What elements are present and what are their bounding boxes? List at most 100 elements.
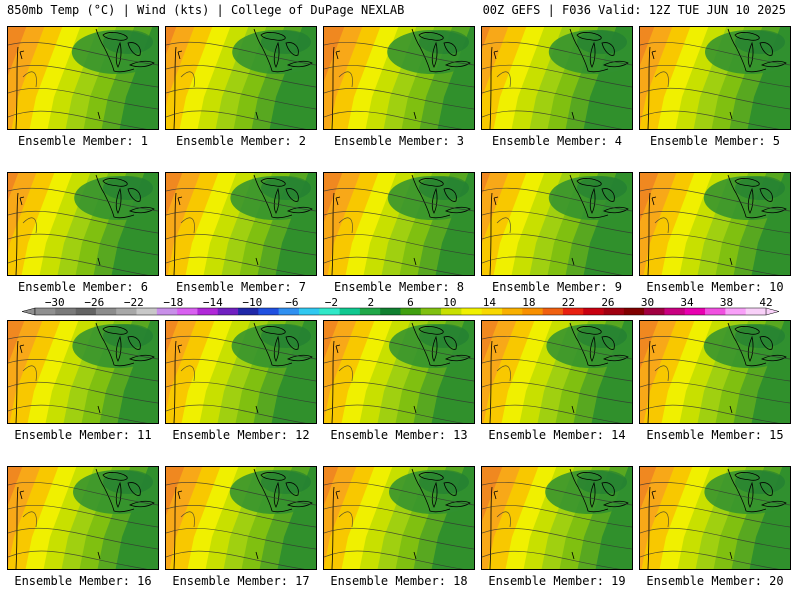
wind-barbs: [177, 50, 259, 120]
colorbar-swatch: [75, 308, 97, 315]
colorbar-swatch: [603, 308, 625, 315]
great-lakes-outline: [173, 468, 313, 569]
temperature-map: [166, 173, 316, 275]
ensemble-member-map: [639, 320, 791, 424]
ensemble-member-map: [639, 466, 791, 570]
colorbar-swatch: [664, 308, 686, 315]
wind-barbs: [19, 196, 101, 266]
height-contours: [324, 42, 474, 129]
ensemble-member-label: Ensemble Member: 10: [646, 280, 784, 294]
colorbar-tick-label: 6: [407, 296, 414, 309]
colorbar-swatch: [481, 308, 503, 315]
colorbar-swatch: [238, 308, 259, 315]
height-contours: [166, 482, 316, 569]
colorbar-tick-label: 18: [522, 296, 535, 309]
height-contours: [640, 188, 790, 275]
colorbar-swatch: [684, 308, 706, 315]
temperature-map: [324, 321, 474, 423]
ensemble-member-map: [7, 26, 159, 130]
great-lakes-outline: [15, 322, 155, 423]
temperature-colorbar: −30 −26 −22 −18 −14 −10 −6 −2 2 6 10 14 18 22 26 30 34 38…: [21, 296, 780, 316]
colorbar-swatch: [339, 308, 361, 315]
colorbar-tick-label: −22: [124, 296, 144, 309]
great-lakes-outline: [15, 174, 155, 275]
colorbar-swatch: [583, 308, 604, 315]
temperature-map: [166, 467, 316, 569]
colorbar-swatch: [116, 308, 137, 315]
ensemble-member-label: Ensemble Member: 7: [175, 280, 307, 294]
temperature-map: [640, 173, 790, 275]
ensemble-member-label: Ensemble Member: 18: [330, 574, 468, 588]
wind-barbs: [493, 50, 575, 120]
height-contours: [640, 482, 790, 569]
ensemble-member-map: [7, 172, 159, 276]
height-contours: [324, 336, 474, 423]
wind-barbs: [493, 490, 575, 560]
colorbar-tick-label: −18: [163, 296, 183, 309]
height-contours: [482, 482, 632, 569]
ensemble-member-map: [481, 320, 633, 424]
colorbar-swatch: [725, 308, 746, 315]
wind-barbs: [335, 490, 417, 560]
colorbar-swatch: [156, 308, 178, 315]
colorbar-swatch: [400, 308, 422, 315]
ensemble-member-label: Ensemble Member: 5: [649, 134, 781, 148]
great-lakes-outline: [15, 468, 155, 569]
height-contours: [8, 187, 158, 275]
great-lakes-outline: [331, 468, 471, 569]
colorbar-swatch: [705, 308, 726, 315]
colorbar-tick-label: −10: [242, 296, 262, 309]
colorbar-swatch: [644, 308, 665, 315]
header-title: 850mb Temp (°C) | Wind (kts) | College o…: [7, 3, 405, 17]
colorbar-swatch: [522, 308, 543, 315]
great-lakes-outline: [489, 174, 629, 275]
ensemble-member-map: [165, 320, 317, 424]
temperature-map: [482, 321, 632, 423]
colorbar-swatch: [177, 308, 198, 315]
great-lakes-outline: [647, 174, 787, 275]
ensemble-member-label: Ensemble Member: 19: [488, 574, 626, 588]
height-contours: [166, 41, 316, 129]
colorbar-swatch: [623, 308, 645, 315]
wind-barbs: [19, 50, 101, 120]
temperature-map: [324, 27, 474, 129]
great-lakes-outline: [331, 322, 471, 423]
colorbar-swatch: [745, 308, 767, 315]
ensemble-member-map: [165, 172, 317, 276]
header-valid-time: 00Z GEFS | F036 Valid: 12Z TUE JUN 10 20…: [482, 3, 786, 17]
colorbar-swatch: [35, 308, 56, 315]
wind-barbs: [651, 196, 733, 266]
temperature-map: [482, 467, 632, 569]
ensemble-member-label: Ensemble Member: 3: [333, 134, 465, 148]
colorbar-tick-label: 14: [483, 296, 497, 309]
height-contours: [482, 336, 632, 423]
colorbar-tick-label: 38: [720, 296, 733, 309]
wind-barbs: [177, 196, 259, 266]
temperature-map: [166, 27, 316, 129]
colorbar-tick-label: −26: [84, 296, 104, 309]
colorbar-tick-label: 2: [368, 296, 375, 309]
great-lakes-outline: [647, 322, 787, 423]
ensemble-member-map: [323, 172, 475, 276]
great-lakes-outline: [331, 174, 471, 275]
great-lakes-outline: [489, 468, 629, 569]
colorbar-swatch: [258, 308, 279, 315]
ensemble-member-label: Ensemble Member: 9: [491, 280, 623, 294]
temperature-map: [482, 173, 632, 275]
ensemble-member-map: [165, 26, 317, 130]
great-lakes-outline: [647, 468, 787, 569]
colorbar-tick-label: −6: [285, 296, 298, 309]
ensemble-member-map: [323, 320, 475, 424]
temperature-map: [640, 321, 790, 423]
great-lakes-outline: [173, 322, 313, 423]
colorbar-tick-label: −14: [203, 296, 223, 309]
colorbar-swatch: [278, 308, 300, 315]
colorbar-min-arrow: [21, 307, 36, 316]
ensemble-member-label: Ensemble Member: 12: [172, 428, 310, 442]
wind-barbs: [335, 50, 417, 120]
wind-barbs: [19, 490, 101, 560]
height-contours: [8, 482, 158, 569]
ensemble-member-label: Ensemble Member: 6: [17, 280, 149, 294]
height-contours: [8, 42, 158, 129]
colorbar-tick-label: 34: [680, 296, 694, 309]
